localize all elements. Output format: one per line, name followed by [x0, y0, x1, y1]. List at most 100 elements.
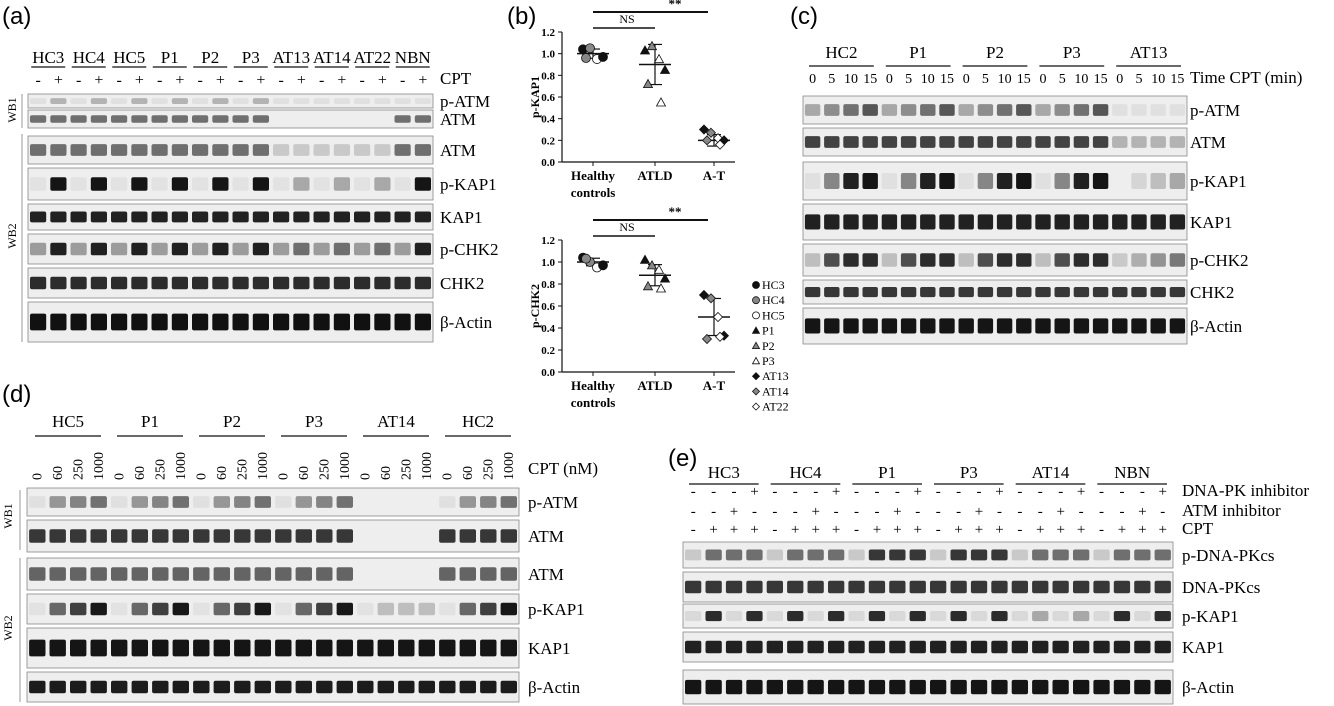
- band: [252, 276, 269, 290]
- band: [459, 567, 476, 581]
- blot-label: CHK2: [1190, 283, 1234, 302]
- band: [705, 580, 722, 594]
- band: [1035, 136, 1051, 148]
- sign: +: [975, 504, 983, 520]
- band: [131, 98, 148, 104]
- band: [212, 115, 229, 123]
- band: [333, 276, 350, 290]
- band: [996, 318, 1013, 334]
- sign: +: [378, 72, 387, 89]
- band: [172, 602, 189, 616]
- sign: -: [1038, 484, 1043, 500]
- blot-p-atm: [802, 95, 1188, 125]
- data-point: [701, 333, 713, 345]
- band: [90, 567, 107, 581]
- band: [996, 136, 1013, 148]
- band: [70, 115, 87, 123]
- data-point: [653, 53, 665, 64]
- time-label: 5: [905, 72, 912, 87]
- band: [30, 313, 47, 331]
- lane-label: P2: [201, 48, 219, 67]
- band: [766, 640, 783, 654]
- band: [171, 115, 188, 123]
- blot-frame: [27, 109, 434, 129]
- blot-label: p-ATM: [528, 493, 578, 512]
- sign: +: [1118, 522, 1126, 538]
- band: [766, 679, 783, 695]
- band: [394, 276, 411, 290]
- sign: -: [1119, 484, 1124, 500]
- lane-label: AT13: [272, 48, 310, 67]
- band: [192, 313, 209, 331]
- legend-entry: AT13: [762, 369, 789, 383]
- sign: +: [216, 72, 225, 89]
- panel-d-cpt-label: CPT (nM): [528, 459, 598, 478]
- band: [977, 214, 994, 230]
- sign: -: [359, 72, 364, 89]
- band: [930, 549, 947, 561]
- time-label: 0: [963, 72, 970, 87]
- y-tick-label: 0.4: [541, 323, 555, 335]
- legend-entry: AT14: [762, 384, 789, 398]
- band: [90, 313, 107, 331]
- band: [843, 173, 859, 189]
- dose-label: 1000: [256, 452, 271, 480]
- y-tick-label: 1.2: [541, 235, 555, 247]
- data-point: [751, 402, 761, 411]
- sign: +: [873, 522, 881, 538]
- time-label: 5: [1136, 72, 1143, 87]
- blot--actin: [26, 671, 520, 703]
- dose-label: 0: [440, 473, 455, 480]
- blot-frame: [26, 627, 520, 669]
- band: [131, 496, 148, 508]
- band: [171, 144, 188, 156]
- band: [1011, 580, 1028, 594]
- sign: +: [1159, 484, 1167, 500]
- sign: -: [977, 484, 982, 500]
- band: [131, 639, 148, 657]
- blot-label: β-Actin: [528, 678, 581, 697]
- band: [958, 173, 974, 189]
- panel-c-time-labels: 0 5 10 15 0 5 10 15 0 5 10 15 0 5 10 15 0 5 10 15: [809, 72, 1184, 87]
- band: [1112, 253, 1128, 267]
- band: [234, 602, 251, 616]
- band: [252, 98, 269, 104]
- sig-label: **: [669, 0, 682, 11]
- band: [70, 567, 87, 581]
- panel-d-dose-labels: 0 60 250 1000 0 60 250 1000 0 60 250 1000 0 60 250 1000…: [30, 452, 517, 480]
- band: [151, 276, 168, 290]
- band: [374, 211, 391, 223]
- blot-p-kap1: [682, 603, 1174, 629]
- band: [1169, 214, 1186, 230]
- sign: +: [975, 522, 983, 538]
- band: [804, 173, 821, 189]
- band: [418, 680, 435, 694]
- band: [1032, 679, 1049, 695]
- band: [90, 529, 107, 543]
- band: [354, 276, 371, 290]
- band: [1113, 580, 1131, 594]
- blot-label: p-CHK2: [440, 240, 499, 259]
- band: [958, 104, 974, 116]
- blot-frame: [802, 127, 1188, 157]
- band: [909, 549, 926, 561]
- band: [313, 144, 330, 156]
- sign: -: [854, 504, 859, 520]
- x-category-label: controls: [571, 395, 616, 410]
- sign: -: [895, 484, 900, 500]
- data-point: [642, 280, 654, 291]
- band: [1035, 104, 1051, 116]
- band: [336, 567, 353, 581]
- band: [1052, 580, 1069, 594]
- band: [275, 639, 292, 657]
- sign: -: [772, 484, 777, 500]
- band: [212, 242, 229, 256]
- sign: -: [116, 72, 121, 89]
- band: [1093, 580, 1110, 594]
- sign: -: [874, 504, 879, 520]
- band: [889, 549, 906, 561]
- band: [920, 287, 936, 298]
- panel-c: HC2 P1 P2 P3 AT13 0 5 10 15 0 5 10 15 0 5 10 15 0 5 10 15 0 5…: [802, 43, 1302, 345]
- band: [889, 640, 906, 654]
